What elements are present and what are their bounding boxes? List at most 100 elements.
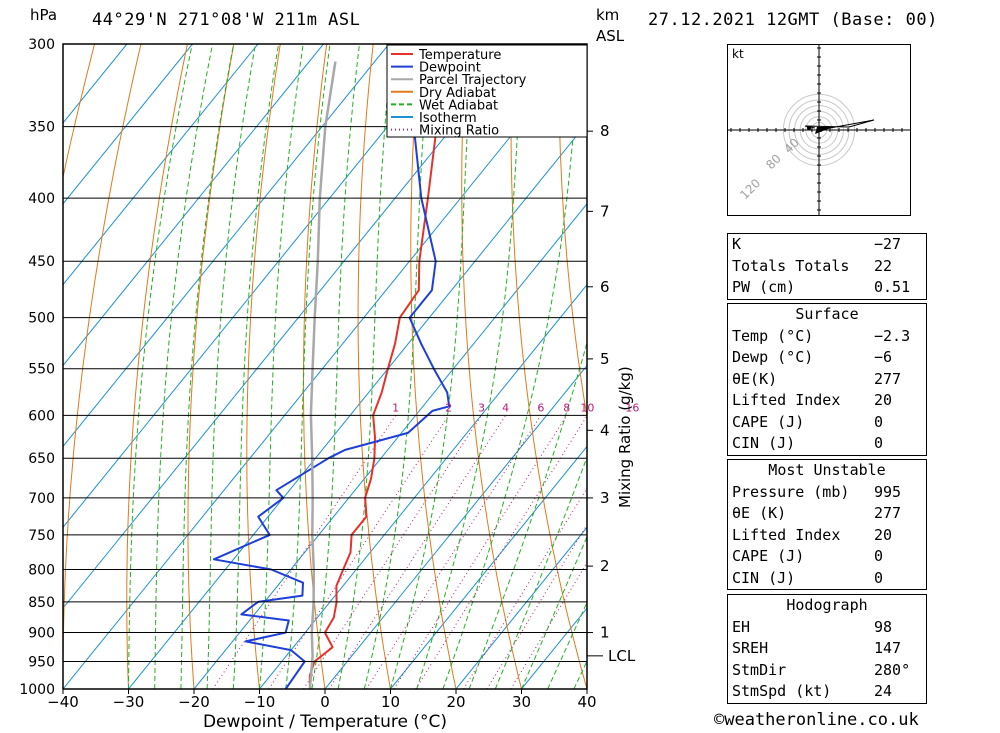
table-row: Lifted Index 20 <box>728 390 927 412</box>
isotherm-line <box>259 283 587 689</box>
legend-entry: Dry Adiabat <box>419 86 496 101</box>
km-tick-label: 7 <box>600 202 610 220</box>
pressure-tick-label: 750 <box>28 528 55 544</box>
dry-adiabat-line <box>357 44 391 689</box>
x-tick-label: 40 <box>577 693 596 711</box>
wet-adiabat-line <box>180 44 235 689</box>
stability-indices-table: K −27 Totals Totals 22 PW (cm) 0.51 <box>727 233 927 300</box>
dry-adiabat-line <box>510 44 587 689</box>
pressure-tick-label: 400 <box>28 191 55 207</box>
row-value: −2.3 <box>874 326 911 345</box>
x-tick-label: 10 <box>381 693 400 711</box>
mixing-ratio-label: 16 <box>625 401 639 414</box>
table-row: Lifted Index 20 <box>728 525 927 547</box>
pressure-tick-label: 900 <box>28 626 55 642</box>
row-value: 0 <box>874 434 884 452</box>
pressure-tick-label: 700 <box>28 491 55 507</box>
x-tick-label: −10 <box>244 693 276 711</box>
table-row: StmSpd (kt) 24 <box>728 681 927 703</box>
row-value: 147 <box>874 639 902 657</box>
wet-adiabat-line <box>521 535 587 689</box>
row-label: Dewp (°C) <box>732 348 814 366</box>
row-label: Temp (°C) <box>732 326 814 345</box>
table-row: EH 98 <box>728 617 927 639</box>
pressure-tick-label: 500 <box>28 311 55 327</box>
x-tick-label: 30 <box>512 693 531 711</box>
pressure-tick-label: 1000 <box>19 682 55 698</box>
row-value: 0 <box>874 412 884 431</box>
mixing-ratio-label: 4 <box>502 401 509 414</box>
plot-area <box>63 44 587 689</box>
pressure-tick-label: 450 <box>28 254 55 270</box>
legend-box <box>386 44 588 138</box>
pressure-tick-label: 800 <box>28 562 55 578</box>
km-tick-label: 4 <box>600 421 610 439</box>
row-value: 98 <box>874 617 893 636</box>
row-value: −27 <box>874 235 902 253</box>
table-heading: Surface <box>795 305 859 323</box>
surface-table: Surface Temp (°C) −2.3 Dewp (°C) −6 θE(K) 277 L… <box>727 303 927 456</box>
row-label: Lifted Index <box>732 391 841 409</box>
isotherm-line <box>63 44 193 205</box>
dry-adiabat-line <box>246 44 281 689</box>
row-label: θE(K) <box>732 369 778 388</box>
legend-entry: Temperature <box>418 48 501 63</box>
x-tick-label: −30 <box>113 693 145 711</box>
y-axis-label-right-asl: ASL <box>596 27 625 45</box>
row-value: 0.51 <box>874 278 911 296</box>
credit-text: ©weatheronline.co.uk <box>714 710 919 730</box>
row-label: CAPE (J) <box>732 412 805 431</box>
isotherm-line <box>193 203 587 689</box>
legend-entry: Wet Adiabat <box>419 98 498 113</box>
pressure-tick-label: 850 <box>28 595 55 611</box>
mixing-ratio-line <box>328 415 507 689</box>
pressure-tick-label: 550 <box>28 362 55 378</box>
legend-entry: Dewpoint <box>419 61 481 76</box>
row-label: SREH <box>732 639 769 657</box>
pressure-tick-label: 650 <box>28 451 55 467</box>
table-row: PW (cm) 0.51 <box>728 277 927 299</box>
wet-adiabat-line <box>154 44 214 689</box>
location-title: 44°29'N 271°08'W 211m ASL <box>92 10 361 30</box>
dry-adiabat-line <box>187 44 235 689</box>
row-value: 277 <box>874 504 902 522</box>
legend-entry: Isotherm <box>419 111 477 126</box>
table-row: K −27 <box>728 234 927 256</box>
km-tick-label: 8 <box>600 122 610 140</box>
dry-adiabat-line <box>126 44 188 689</box>
most-unstable-table: Most Unstable Pressure (mb) 995 θE (K) 277 Li… <box>727 459 927 590</box>
row-value: 995 <box>874 482 902 501</box>
table-row: Pressure (mb) 995 <box>728 482 927 504</box>
table-row: Temp (°C) −2.3 <box>728 326 927 348</box>
hodograph-unit-label: kt <box>732 47 744 61</box>
x-tick-label: −40 <box>47 693 79 711</box>
pressure-tick-label: 350 <box>28 120 55 136</box>
isotherm-line <box>390 445 587 689</box>
row-label: θE (K) <box>732 504 787 522</box>
x-tick-label: 20 <box>446 693 465 711</box>
pressure-tick-label: 600 <box>28 408 55 424</box>
wet-adiabat-line <box>232 44 280 689</box>
wet-adiabat-line <box>547 601 587 689</box>
pressure-tick-label: 950 <box>28 655 55 671</box>
x-tick-label: 0 <box>320 693 330 711</box>
km-tick-label: 1 <box>600 624 610 642</box>
row-label: CAPE (J) <box>732 547 805 565</box>
row-label: Lifted Index <box>732 525 841 544</box>
row-value: −6 <box>874 348 893 366</box>
km-tick-label: 2 <box>600 557 610 575</box>
isotherm-line <box>63 44 586 689</box>
table-heading: Hodograph <box>786 596 868 614</box>
table-heading-row: Most Unstable <box>728 460 927 482</box>
mixing-ratio-axis-label: Mixing Ratio (g/kg) <box>616 366 634 508</box>
row-value: 0 <box>874 547 884 565</box>
pressure-tick-label: 300 <box>28 37 55 53</box>
series-line-temperature <box>308 44 482 689</box>
hodograph-storm-arrow <box>815 127 833 134</box>
km-tick-label: 6 <box>600 278 610 296</box>
wet-adiabat-line <box>468 340 587 689</box>
mixing-ratio-line <box>393 415 568 689</box>
table-row: θE (K) 277 <box>728 503 927 525</box>
table-row: SREH 147 <box>728 638 927 660</box>
